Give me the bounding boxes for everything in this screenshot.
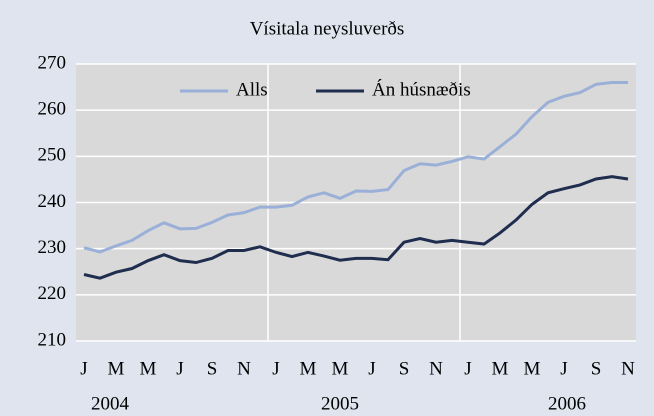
x-tick-label: N bbox=[429, 358, 443, 379]
x-tick-label: J bbox=[560, 358, 567, 379]
series-line bbox=[83, 175, 629, 280]
year-label: 2005 bbox=[321, 393, 359, 414]
series-line bbox=[83, 80, 628, 254]
x-tick-label: J bbox=[176, 358, 183, 379]
x-tick-label: M bbox=[140, 358, 157, 379]
x-tick-label: J bbox=[368, 358, 375, 379]
x-tick-label: S bbox=[207, 358, 218, 379]
chart-title: Vísitala neysluverðs bbox=[250, 18, 405, 39]
x-tick-label: J bbox=[464, 358, 471, 379]
x-tick-label: M bbox=[524, 358, 541, 379]
x-tick-label: J bbox=[80, 358, 87, 379]
y-tick-label: 220 bbox=[38, 283, 67, 304]
x-tick-label: N bbox=[237, 358, 251, 379]
x-tick-label: S bbox=[399, 358, 410, 379]
x-tick-label: J bbox=[272, 358, 279, 379]
y-tick-label: 230 bbox=[38, 237, 67, 258]
year-label: 2004 bbox=[91, 393, 130, 414]
x-tick-label: M bbox=[492, 358, 509, 379]
legend-label: Alls bbox=[236, 79, 268, 100]
year-label: 2006 bbox=[548, 393, 586, 414]
x-tick-label: M bbox=[300, 358, 317, 379]
x-tick-label: S bbox=[591, 358, 602, 379]
y-tick-label: 270 bbox=[38, 52, 67, 73]
y-tick-label: 250 bbox=[38, 145, 67, 166]
y-tick-label: 260 bbox=[38, 99, 67, 120]
legend-label: Án húsnæðis bbox=[372, 78, 471, 100]
x-tick-label: M bbox=[332, 358, 349, 379]
x-tick-label: N bbox=[621, 358, 635, 379]
x-tick-label: M bbox=[108, 358, 125, 379]
y-tick-label: 210 bbox=[38, 329, 67, 350]
y-tick-label: 240 bbox=[38, 191, 67, 212]
